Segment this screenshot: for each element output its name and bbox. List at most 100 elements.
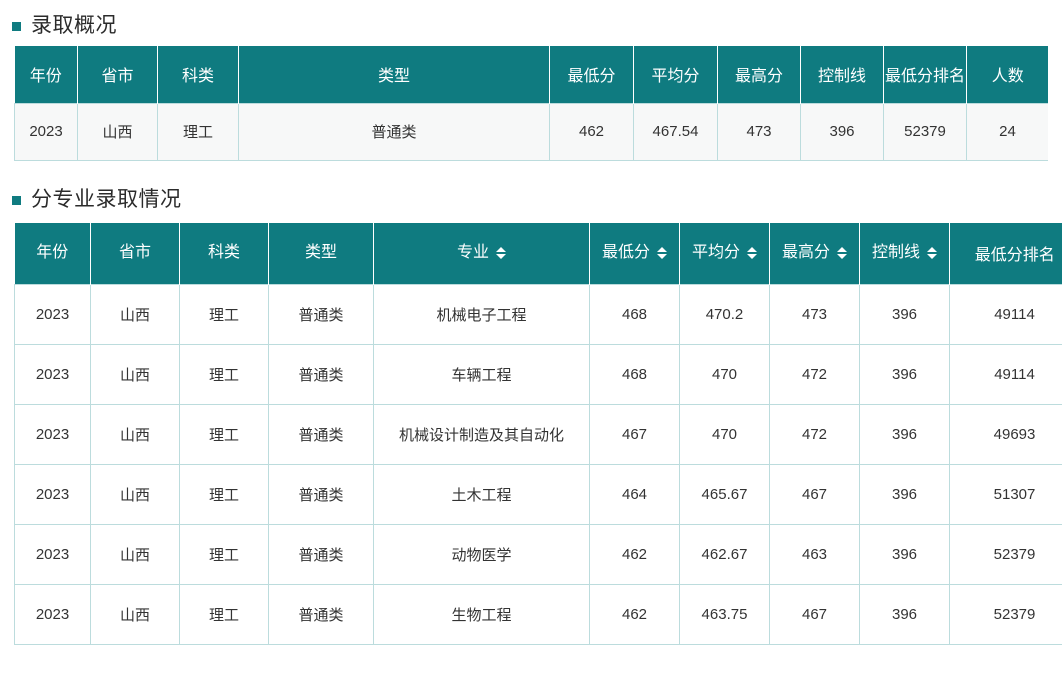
column-header-avg-score-label: 平均分 bbox=[691, 244, 740, 262]
square-bullet-icon bbox=[12, 21, 21, 31]
cell-province: 山西 bbox=[90, 584, 180, 645]
cell-province: 山西 bbox=[90, 524, 180, 585]
column-header-type-label: 类型 bbox=[304, 244, 337, 262]
cell-type: 普通类 bbox=[268, 284, 374, 345]
page-title-major: 分专业录取情况 bbox=[31, 188, 182, 211]
column-header-min-rank-label: 最低分排名 bbox=[974, 247, 1055, 265]
cell-major: 土木工程 bbox=[373, 464, 590, 525]
column-header-year-label: 年份 bbox=[36, 244, 69, 262]
cell-control-line: 396 bbox=[859, 584, 950, 645]
column-header-type[interactable]: 类型 bbox=[268, 222, 374, 285]
table-row: 2023 山西 理工 普通类 生物工程 462 463.75 467 396 5… bbox=[14, 584, 1062, 645]
column-header-subject[interactable]: 科类 bbox=[157, 46, 239, 103]
table-row: 2023 山西 理工 普通类 机械设计制造及其自动化 467 470 472 3… bbox=[14, 404, 1062, 465]
cell-min-score: 464 bbox=[589, 464, 680, 525]
column-header-subject[interactable]: 科类 bbox=[179, 222, 269, 285]
cell-year: 2023 bbox=[14, 404, 91, 465]
table-row: 2023 山西 理工 普通类 土木工程 464 465.67 467 396 5… bbox=[14, 464, 1062, 525]
column-header-max-score[interactable]: 最高分 bbox=[717, 46, 801, 103]
major-table-body: 2023 山西 理工 普通类 机械电子工程 468 470.2 473 396 … bbox=[14, 284, 1062, 645]
cell-subject: 理工 bbox=[179, 524, 269, 585]
cell-min-rank: 52379 bbox=[949, 584, 1062, 645]
sort-updown-icon[interactable] bbox=[837, 247, 847, 260]
cell-province: 山西 bbox=[90, 284, 180, 345]
sort-updown-icon[interactable] bbox=[496, 247, 506, 260]
sort-updown-icon[interactable] bbox=[747, 247, 757, 260]
column-header-min-score[interactable]: 最低分 bbox=[549, 46, 634, 103]
column-header-avg-score[interactable]: 平均分 bbox=[679, 222, 770, 285]
column-header-year[interactable]: 年份 bbox=[14, 46, 78, 103]
cell-province: 山西 bbox=[90, 464, 180, 525]
cell-avg-score: 462.67 bbox=[679, 524, 770, 585]
cell-year: 2023 bbox=[14, 102, 78, 161]
cell-province: 山西 bbox=[90, 404, 180, 465]
table-row: 2023 山西 理工 普通类 车辆工程 468 470 472 396 4911… bbox=[14, 344, 1062, 405]
column-header-min-score[interactable]: 最低分 bbox=[589, 222, 680, 285]
cell-major: 生物工程 bbox=[373, 584, 590, 645]
cell-max-score: 467 bbox=[769, 584, 860, 645]
cell-major: 车辆工程 bbox=[373, 344, 590, 405]
column-header-min-rank[interactable]: 最低分排名 bbox=[949, 222, 1062, 285]
column-header-count[interactable]: 人数 bbox=[966, 46, 1048, 103]
column-header-control-line[interactable]: 控制线 bbox=[859, 222, 950, 285]
cell-year: 2023 bbox=[14, 584, 91, 645]
cell-avg-score: 470 bbox=[679, 344, 770, 405]
column-header-min-score-label: 最低分 bbox=[601, 244, 650, 262]
column-header-province[interactable]: 省市 bbox=[77, 46, 158, 103]
column-header-control-line[interactable]: 控制线 bbox=[800, 46, 884, 103]
cell-min-score: 468 bbox=[589, 344, 680, 405]
column-header-subject-label: 科类 bbox=[207, 244, 240, 262]
column-header-avg-score[interactable]: 平均分 bbox=[633, 46, 718, 103]
cell-subject: 理工 bbox=[179, 404, 269, 465]
column-header-min-rank[interactable]: 最低分排名 bbox=[883, 46, 967, 103]
cell-avg-score: 470 bbox=[679, 404, 770, 465]
column-header-major-label: 专业 bbox=[456, 244, 489, 262]
cell-type: 普通类 bbox=[268, 404, 374, 465]
cell-min-rank: 51307 bbox=[949, 464, 1062, 525]
cell-subject: 理工 bbox=[179, 284, 269, 345]
cell-type: 普通类 bbox=[238, 102, 550, 161]
cell-count: 24 bbox=[966, 102, 1048, 161]
overview-table: 年份 省市 科类 类型 最低分 平均分 最高分 控制线 最低分排名 人数 202… bbox=[14, 46, 1048, 161]
cell-control-line: 396 bbox=[859, 464, 950, 525]
cell-max-score: 467 bbox=[769, 464, 860, 525]
column-header-type[interactable]: 类型 bbox=[238, 46, 550, 103]
cell-max-score: 473 bbox=[769, 284, 860, 345]
cell-control-line: 396 bbox=[859, 284, 950, 345]
cell-subject: 理工 bbox=[179, 584, 269, 645]
cell-control-line: 396 bbox=[859, 344, 950, 405]
column-header-major[interactable]: 专业 bbox=[373, 222, 590, 285]
cell-major: 动物医学 bbox=[373, 524, 590, 585]
column-header-max-score[interactable]: 最高分 bbox=[769, 222, 860, 285]
cell-max-score: 473 bbox=[717, 102, 801, 161]
major-table-container[interactable]: 年份 省市 科类 类型 专业 bbox=[14, 222, 1062, 645]
cell-type: 普通类 bbox=[268, 344, 374, 405]
sort-updown-icon[interactable] bbox=[657, 247, 667, 260]
overview-table-container: 年份 省市 科类 类型 最低分 平均分 最高分 控制线 最低分排名 人数 202… bbox=[14, 46, 1048, 161]
cell-type: 普通类 bbox=[268, 464, 374, 525]
cell-min-score: 467 bbox=[589, 404, 680, 465]
cell-year: 2023 bbox=[14, 344, 91, 405]
cell-province: 山西 bbox=[90, 344, 180, 405]
section-header-overview: 录取概况 bbox=[0, 0, 1062, 46]
cell-max-score: 463 bbox=[769, 524, 860, 585]
overview-header-row: 年份 省市 科类 类型 最低分 平均分 最高分 控制线 最低分排名 人数 bbox=[14, 46, 1048, 103]
column-header-province[interactable]: 省市 bbox=[90, 222, 180, 285]
column-header-year[interactable]: 年份 bbox=[14, 222, 91, 285]
cell-min-score: 462 bbox=[589, 524, 680, 585]
table-row: 2023 山西 理工 普通类 机械电子工程 468 470.2 473 396 … bbox=[14, 284, 1062, 345]
cell-control-line: 396 bbox=[800, 102, 884, 161]
cell-major: 机械电子工程 bbox=[373, 284, 590, 345]
cell-min-score: 468 bbox=[589, 284, 680, 345]
cell-avg-score: 470.2 bbox=[679, 284, 770, 345]
table-row: 2023 山西 理工 普通类 462 467.54 473 396 52379 … bbox=[14, 102, 1048, 161]
major-header-row: 年份 省市 科类 类型 专业 bbox=[14, 222, 1062, 285]
cell-avg-score: 465.67 bbox=[679, 464, 770, 525]
cell-year: 2023 bbox=[14, 524, 91, 585]
cell-min-rank: 49693 bbox=[949, 404, 1062, 465]
column-header-province-label: 省市 bbox=[118, 244, 151, 262]
sort-updown-icon[interactable] bbox=[927, 247, 937, 260]
cell-max-score: 472 bbox=[769, 344, 860, 405]
major-table: 年份 省市 科类 类型 专业 bbox=[14, 222, 1062, 645]
